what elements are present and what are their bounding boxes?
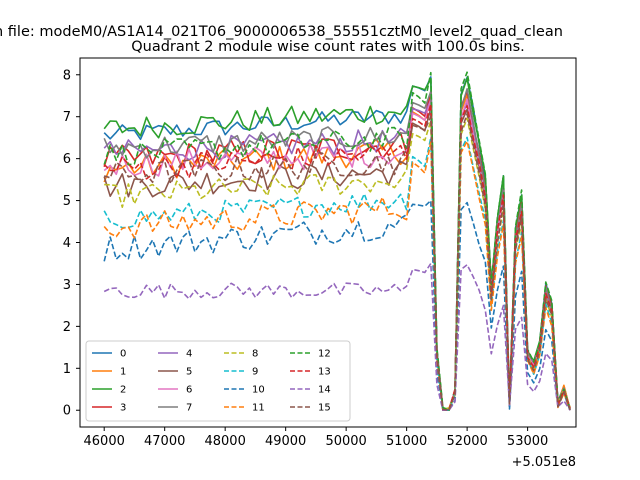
legend-label-11: 11 bbox=[252, 403, 265, 414]
x-tick-label: 53000 bbox=[507, 434, 548, 449]
legend-label-8: 8 bbox=[252, 349, 258, 360]
x-tick-label: 50000 bbox=[325, 434, 366, 449]
legend-label-3: 3 bbox=[120, 403, 126, 414]
legend-label-2: 2 bbox=[120, 385, 126, 396]
x-tick-label: 48000 bbox=[204, 434, 245, 449]
y-tick-label: 1 bbox=[63, 362, 71, 377]
series-line-12 bbox=[103, 71, 571, 411]
x-axis-offset-text: +5.051e8 bbox=[512, 455, 576, 470]
x-axis: 46000 47000 48000 49000 50000 51000 52000 53000 bbox=[84, 427, 548, 449]
x-tick-label: 51000 bbox=[386, 434, 427, 449]
legend-label-7: 7 bbox=[186, 403, 192, 414]
plot-area bbox=[79, 57, 577, 428]
legend-label-1: 1 bbox=[120, 367, 126, 378]
x-tick-label: 47000 bbox=[144, 434, 185, 449]
y-tick-label: 5 bbox=[63, 194, 71, 209]
legend-label-9: 9 bbox=[252, 367, 258, 378]
legend-label-0: 0 bbox=[120, 349, 126, 360]
legend-label-13: 13 bbox=[318, 367, 331, 378]
x-tick-label: 46000 bbox=[84, 434, 125, 449]
y-tick-label: 6 bbox=[63, 152, 71, 167]
x-tick-label: 52000 bbox=[446, 434, 487, 449]
series-line-13 bbox=[103, 103, 571, 411]
series-line-15 bbox=[103, 113, 571, 411]
legend-label-14: 14 bbox=[318, 385, 331, 396]
legend-label-5: 5 bbox=[186, 367, 192, 378]
y-tick-label: 4 bbox=[63, 236, 71, 251]
legend-label-15: 15 bbox=[318, 403, 331, 414]
series-line-10 bbox=[103, 199, 571, 411]
legend-label-6: 6 bbox=[186, 385, 192, 396]
chart-title: Quadrant 2 module wise count rates with … bbox=[131, 39, 525, 55]
legend-label-10: 10 bbox=[252, 385, 265, 396]
figure-suptitle: n file: modeM0/AS1A14_021T06_9000006538_… bbox=[0, 24, 563, 40]
y-tick-label: 3 bbox=[63, 278, 71, 293]
legend-label-12: 12 bbox=[318, 349, 331, 360]
series-layer bbox=[103, 71, 571, 411]
legend-box bbox=[85, 340, 351, 422]
series-line-14 bbox=[103, 262, 571, 411]
x-tick-label: 49000 bbox=[265, 434, 306, 449]
y-tick-label: 2 bbox=[63, 320, 71, 335]
series-line-11 bbox=[103, 140, 571, 411]
y-tick-label: 0 bbox=[63, 404, 71, 419]
y-axis: 0 1 2 3 4 5 6 7 8 bbox=[63, 68, 80, 419]
y-tick-label: 8 bbox=[63, 68, 71, 83]
y-tick-label: 7 bbox=[63, 110, 71, 125]
legend-label-4: 4 bbox=[186, 349, 192, 360]
